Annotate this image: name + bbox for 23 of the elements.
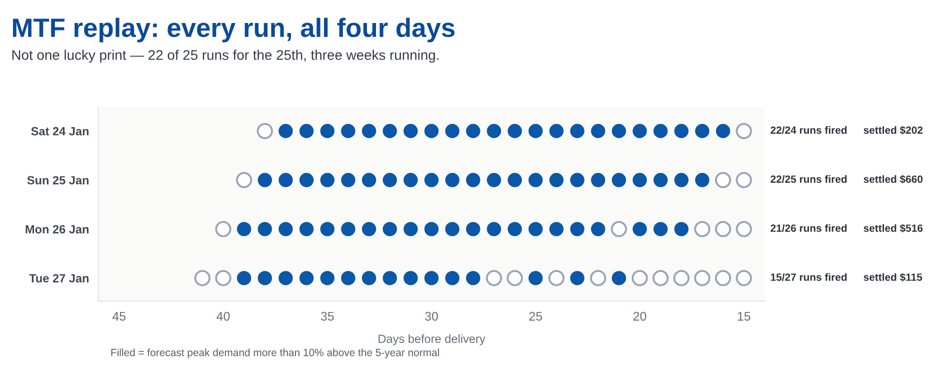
y-tick-label: Tue 27 Jan [29, 274, 89, 282]
x-tick-label: 40 [216, 312, 230, 321]
x-tick-label: 45 [112, 312, 126, 321]
x-tick-label: 20 [633, 312, 646, 321]
text: Filled = forecast peak demand more than 10% above the 5-year normal [111, 348, 439, 358]
text: 21/26 runs fired [770, 224, 847, 232]
x-axis-title: Days before delivery [378, 334, 486, 346]
x-tick-label: 35 [320, 312, 334, 321]
y-tick-label: Sat 24 Jan [31, 127, 89, 136]
x-tick-label: 15 [738, 312, 750, 321]
text: 15/27 runs fired [770, 273, 847, 281]
chart-subtitle: Not one lucky print — 22 of 25 runs for the 25th, three weeks running. [12, 50, 438, 63]
text: settled $660 [864, 175, 923, 184]
x-tick-label: 30 [425, 312, 438, 321]
chart-title: MTF replay: every run, all four days [12, 18, 454, 42]
text: settled $516 [864, 224, 923, 233]
y-tick-label: Sun 25 Jan [27, 176, 89, 184]
text: settled $115 [864, 273, 922, 282]
x-tick-label: 25 [529, 312, 542, 321]
y-tick-label: Mon 26 Jan [26, 225, 89, 234]
text: settled $202 [864, 126, 923, 134]
text: 22/25 runs fired [770, 175, 847, 183]
text: 22/24 runs fired [770, 126, 847, 134]
